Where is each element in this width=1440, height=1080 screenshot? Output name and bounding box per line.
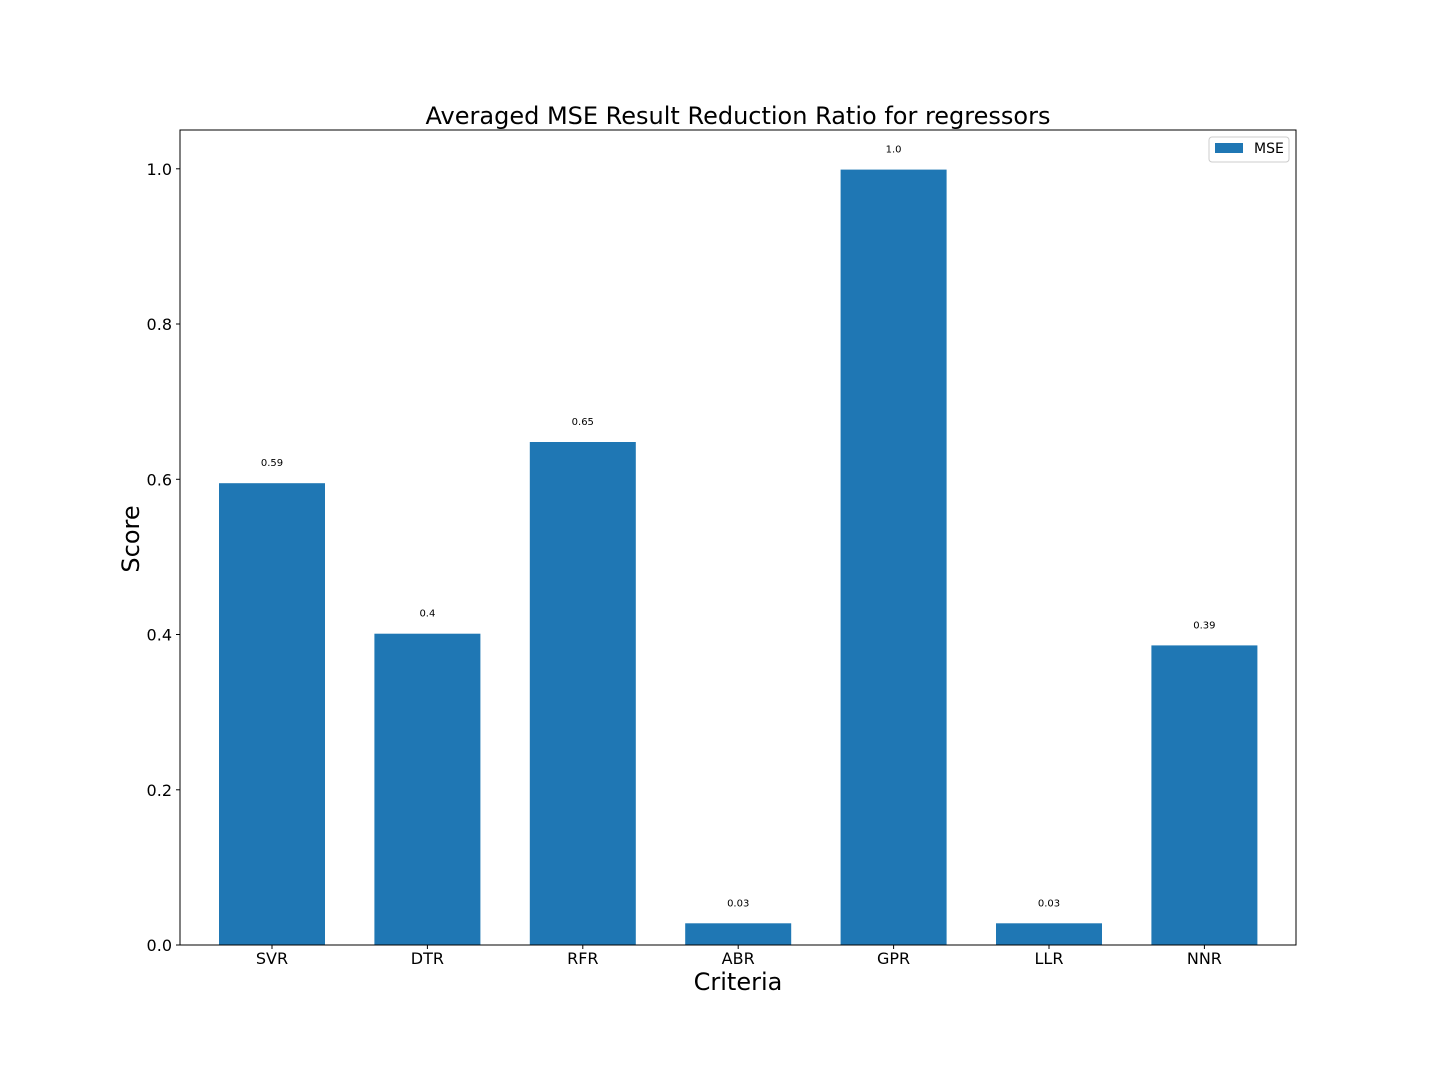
x-axis-label: Criteria xyxy=(694,968,783,996)
data-label-svr: 0.59 xyxy=(261,458,283,469)
bars-group xyxy=(219,169,1258,946)
data-labels-group: 0.59 0.4 0.65 0.03 1.0 0.03 0.39 xyxy=(261,145,1216,910)
chart-title: Averaged MSE Result Reduction Ratio for … xyxy=(426,102,1051,130)
data-label-nnr: 0.39 xyxy=(1193,620,1215,631)
bar-abr xyxy=(685,923,792,945)
legend-swatch xyxy=(1215,143,1243,153)
legend-label: MSE xyxy=(1254,141,1284,157)
x-axis-ticks: SVR DTR RFR ABR GPR LLR NNR xyxy=(256,945,1222,968)
legend: MSE xyxy=(1208,136,1290,163)
data-label-llr: 0.03 xyxy=(1038,898,1060,909)
y-tick-label: 0.2 xyxy=(147,781,172,800)
y-axis-ticks: 0.0 0.2 0.4 0.6 0.8 1.0 xyxy=(147,160,180,955)
bar-gpr xyxy=(840,169,947,946)
y-axis-label: Score xyxy=(117,505,145,572)
bar-rfr xyxy=(529,442,636,945)
data-label-gpr: 1.0 xyxy=(886,145,902,156)
y-tick-label: 1.0 xyxy=(147,160,172,179)
y-tick-label: 0.6 xyxy=(147,470,172,489)
bar-nnr xyxy=(1151,645,1258,945)
x-tick-label: ABR xyxy=(722,949,755,968)
bar-dtr xyxy=(374,633,481,945)
y-tick-label: 0.8 xyxy=(147,315,172,334)
plot-frame xyxy=(179,129,1297,946)
x-tick-label: RFR xyxy=(567,949,598,968)
x-tick-label: SVR xyxy=(256,949,288,968)
x-tick-label: GPR xyxy=(877,949,910,968)
data-label-abr: 0.03 xyxy=(727,898,749,909)
bar-llr xyxy=(996,923,1102,945)
x-tick-label: LLR xyxy=(1035,949,1064,968)
x-tick-label: DTR xyxy=(411,949,444,968)
bar-svr xyxy=(219,483,325,945)
x-tick-label: NNR xyxy=(1187,949,1222,968)
data-label-dtr: 0.4 xyxy=(419,609,435,620)
y-tick-label: 0.0 xyxy=(147,936,172,955)
data-label-rfr: 0.65 xyxy=(572,417,594,428)
y-tick-label: 0.4 xyxy=(147,626,172,645)
